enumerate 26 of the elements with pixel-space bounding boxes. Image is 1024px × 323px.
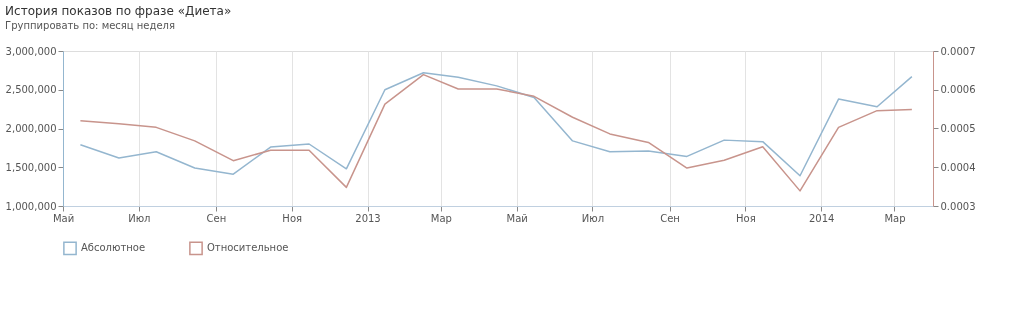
y-tick-label: 1,000,000 bbox=[5, 200, 57, 212]
y2-tick-label: 0.0004 bbox=[940, 161, 976, 173]
x-tick-label: Май bbox=[52, 212, 75, 224]
x-tick-label: Мар bbox=[430, 212, 452, 224]
x-tick-label: Сен bbox=[660, 212, 680, 224]
chart-title: История показов по фразе «Диета» bbox=[5, 4, 232, 18]
legend-label: Абсолютное bbox=[81, 242, 146, 254]
y2-tick-label: 0.0007 bbox=[940, 45, 976, 57]
x-tick-label: 2013 bbox=[355, 212, 381, 224]
x-tick-label: Июл bbox=[581, 212, 605, 224]
x-tick-label: Май bbox=[506, 212, 528, 224]
y2-tick-label: 0.0003 bbox=[940, 200, 976, 212]
y-tick-label: 2,000,000 bbox=[5, 123, 57, 134]
y-tick-label: 3,000,000 bbox=[5, 45, 57, 57]
y2-tick-label: 0.0005 bbox=[940, 123, 976, 134]
x-tick-label: Ноя bbox=[736, 212, 756, 224]
text: Группировать по: месяц неделя bbox=[5, 20, 175, 31]
y2-tick-label: 0.0006 bbox=[940, 84, 976, 96]
x-tick-label: Июл bbox=[128, 212, 151, 224]
legend-label: Относительное bbox=[207, 242, 289, 254]
x-tick-label: Мар bbox=[884, 212, 906, 224]
x-tick-label: Ноя bbox=[282, 212, 303, 224]
x-tick-label: 2014 bbox=[808, 212, 835, 224]
x-tick-label: Сен bbox=[206, 212, 227, 224]
y-tick-label: 1,500,000 bbox=[5, 161, 57, 173]
y-tick-label: 2,500,000 bbox=[5, 84, 57, 96]
